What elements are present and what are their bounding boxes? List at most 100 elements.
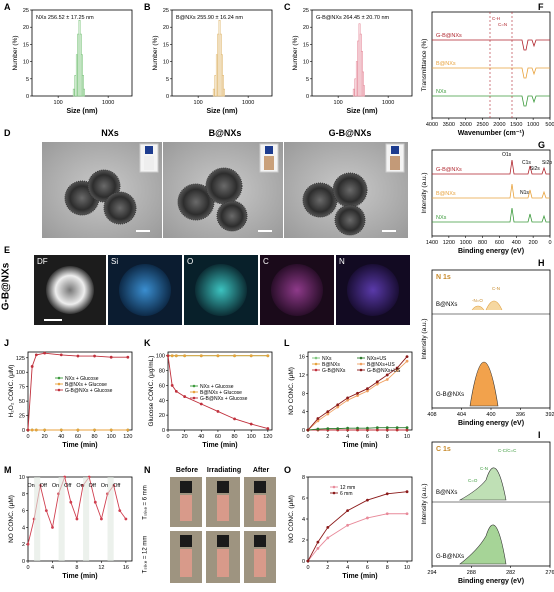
histogram-bar: [363, 85, 365, 97]
data-point: [366, 389, 369, 393]
x-tick-label: 1000: [102, 100, 114, 106]
x-tick-label: 1000: [242, 100, 254, 106]
data-point: [124, 517, 128, 521]
legend-label: NXs+US: [367, 356, 387, 362]
panel-letter: G: [538, 140, 546, 150]
y-axis-label: NO CONC. (μM): [288, 495, 295, 543]
x-tick-label: 4: [51, 565, 54, 571]
data-point: [316, 540, 320, 544]
data-point: [405, 359, 409, 363]
peak-fill: [471, 300, 503, 311]
panel-letter: E: [4, 245, 11, 255]
y-tick-label: 6: [22, 509, 25, 515]
legend-marker: [332, 491, 336, 495]
histogram-b: 0 5 10 15 20 25 Size (nm) Number (%) 100 1000 B@NX…: [152, 8, 273, 115]
x-tick-label: 0: [166, 434, 169, 440]
annot: C-H: [492, 16, 500, 21]
x-tick-label: 16: [123, 565, 129, 571]
panel-c: C 0 5 10 15 20 25 Size (nm) Number (%) 100 1000 G-…: [280, 0, 420, 125]
y-tick-label: 20: [23, 25, 29, 31]
panel-letter: C: [284, 2, 291, 12]
data-point: [93, 428, 96, 432]
x-tick-label: 3000: [460, 122, 472, 128]
y-tick-label: 100: [16, 370, 25, 376]
y-tick-label: 5: [26, 77, 29, 83]
histogram-bar: [223, 88, 225, 97]
size-annotation: B@NXs 255.90 ± 16.24 nm: [176, 15, 243, 21]
x-tick-label: 404: [457, 412, 466, 418]
panel-letter: O: [284, 465, 292, 475]
x-tick-label: 1000: [382, 100, 394, 106]
xps-n1s-chart: 408 404 400 396 392 Binding energy (eV) Intens…: [421, 269, 554, 427]
x-tick-label: 40: [58, 434, 64, 440]
legend-marker: [192, 396, 196, 400]
onoff-label: On: [76, 483, 83, 489]
h2o2-chart: 0 20 40 60 80 100 120 0 25 50 75 100 125 Time (min) H₂…: [8, 351, 132, 449]
panel-letter: A: [4, 2, 11, 12]
data-point: [183, 395, 187, 398]
y-tick-label: 25: [19, 414, 25, 420]
data-point: [51, 526, 54, 529]
y-tick-label: 12: [299, 373, 305, 379]
panel-o: O 0 2 4 6 8 10 0 2 4 6 8 Time (min) NO CONC. (μM) 12 …: [280, 465, 420, 587]
plot-frame: [27, 476, 133, 562]
legend-label: NXs: [322, 356, 332, 362]
x-tick-label: 120: [123, 434, 132, 440]
series-label: B@NXs: [436, 490, 457, 496]
data-point: [375, 428, 379, 432]
data-point: [395, 426, 399, 430]
xps-c1s-chart: 294 288 282 276 Binding energy (eV) Intensity…: [421, 441, 554, 585]
x-tick-label: 3500: [443, 122, 455, 128]
legend-marker: [359, 362, 363, 366]
legend-marker: [192, 390, 196, 394]
no-release-chart: 0 2 4 6 8 10 0 4 8 12 16 Time (min) NO CONC. (μM) NXs…: [288, 351, 413, 449]
y-tick-label: 10: [303, 60, 309, 66]
y-axis-label: Number (%): [292, 35, 299, 70]
data-point: [366, 387, 369, 391]
legend-marker: [314, 356, 318, 360]
legend-marker: [57, 376, 61, 380]
ftir-trace: [432, 39, 550, 51]
panel-e: E G-B@NXs DF Si O C N: [0, 245, 420, 327]
data-point: [326, 526, 330, 529]
data-point: [76, 354, 80, 358]
data-point: [266, 354, 270, 358]
x-tick-label: 10: [404, 565, 410, 571]
panel-f: F 4000 3500 3000 2500 2000 1500 1000 500 Wavenum…: [420, 0, 554, 140]
y-tick-label: 10: [163, 60, 169, 66]
panel-l: L 0 2 4 6 8 10 0 4 8 12 16 Time (min) NO CONC. (μM) N…: [280, 338, 420, 453]
annot: C=O: [468, 478, 478, 483]
x-tick-label: 100: [54, 100, 63, 106]
legend-label: G-B@NXs + Glucose: [65, 388, 113, 394]
off-band: [34, 477, 41, 561]
panel-letter: M: [4, 465, 12, 475]
x-axis-label: Binding energy (eV): [458, 420, 524, 427]
panel-d: D NXs B@NXs G-B@NXs: [0, 128, 420, 240]
data-point: [405, 428, 409, 432]
data-point: [266, 427, 270, 430]
col-after: After: [252, 467, 270, 474]
size-annotation: G-B@NXs 264.45 ± 20.70 nm: [316, 15, 390, 21]
onoff-label: Off: [64, 483, 72, 489]
x-tick-label: 400: [512, 240, 521, 246]
x-tick-label: 20: [42, 434, 48, 440]
x-tick-label: 60: [215, 434, 221, 440]
off-band: [83, 477, 90, 561]
vial-inset-gbnxs: [385, 143, 405, 173]
data-point: [346, 426, 350, 430]
map-label-si: Si: [111, 257, 119, 266]
y-tick-label: 75: [19, 385, 25, 391]
y-tick-label: 0: [22, 428, 25, 434]
data-point: [366, 498, 369, 502]
xps-survey-chart: 1400 1200 1000 800 600 400 200 0 Binding energy …: [421, 149, 552, 255]
y-axis-label: Transmittance (%): [421, 39, 428, 92]
data-point: [100, 517, 103, 521]
x-tick-label: 6: [366, 434, 369, 440]
histogram-bar: [214, 75, 217, 97]
histogram-bar: [82, 75, 84, 97]
data-point: [366, 516, 369, 520]
y-tick-label: 125: [16, 356, 25, 362]
spectrum-title: N 1s: [436, 274, 451, 281]
tem-images: [42, 142, 408, 238]
legend-label: 12 mm: [340, 485, 355, 491]
